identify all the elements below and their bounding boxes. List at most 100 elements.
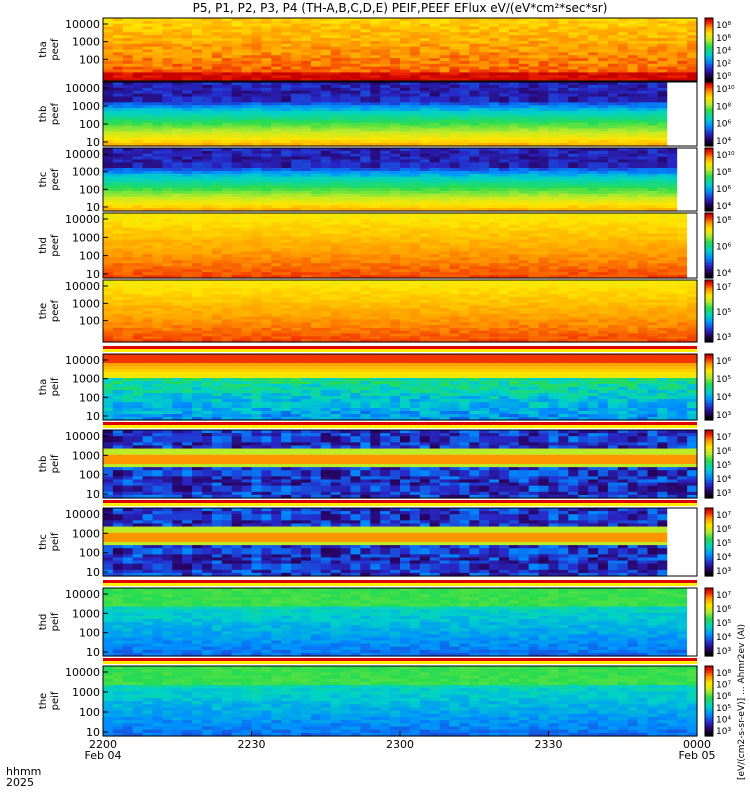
heatmap-cell — [251, 125, 262, 130]
heatmap-cell — [677, 52, 688, 56]
heatmap-cell — [172, 40, 183, 45]
heatmap-cell — [231, 137, 243, 141]
heatmap-cell — [182, 58, 193, 62]
heatmap-cell — [360, 43, 371, 48]
heatmap-cell — [558, 43, 569, 48]
heatmap-cell — [647, 66, 658, 71]
heatmap-cell — [103, 55, 114, 59]
heatmap-cell — [241, 122, 253, 127]
heatmap-cell — [211, 137, 223, 141]
heatmap-cell — [152, 66, 163, 71]
heatmap-cell — [449, 18, 460, 22]
heatmap-cell — [419, 43, 431, 48]
heatmap-cell — [479, 46, 490, 51]
heatmap-cell — [172, 125, 183, 130]
heatmap-cell — [182, 114, 193, 118]
heatmap-cell — [162, 105, 173, 109]
heatmap-cell — [667, 40, 678, 45]
heatmap-cell — [112, 32, 124, 36]
heatmap-cell — [607, 23, 619, 28]
heatmap-cell — [152, 63, 163, 68]
heatmap-cell — [142, 72, 154, 76]
heatmap-cell — [192, 35, 203, 39]
heatmap-cell — [202, 93, 213, 98]
heatmap-cell — [152, 46, 163, 51]
heatmap-cell — [271, 105, 282, 109]
heatmap-cell — [548, 55, 559, 59]
heatmap-cell — [202, 49, 213, 53]
heatmap-cell — [103, 58, 114, 62]
heatmap-cell — [112, 66, 124, 71]
heatmap-cell — [231, 87, 243, 92]
heatmap-cell — [617, 75, 629, 79]
heatmap-cell — [202, 46, 213, 51]
heatmap-cell — [231, 143, 243, 147]
heatmap-cell — [142, 38, 154, 42]
heatmap-cell — [211, 131, 223, 135]
heatmap-cell — [419, 32, 431, 36]
heatmap-cell — [320, 58, 332, 62]
heatmap-cell — [142, 134, 154, 138]
heatmap-cell — [142, 128, 154, 133]
heatmap-cell — [508, 49, 520, 53]
heatmap-cell — [211, 140, 223, 144]
heatmap-cell — [528, 26, 540, 31]
heatmap-cell — [518, 32, 530, 36]
heatmap-cell — [677, 72, 688, 76]
heatmap-cell — [409, 75, 421, 79]
heatmap-cell — [449, 58, 460, 62]
heatmap-cell — [489, 46, 500, 51]
heatmap-cell — [508, 26, 520, 31]
heatmap-cell — [122, 84, 134, 89]
heatmap-cell — [132, 137, 144, 141]
heatmap-cell — [330, 63, 342, 68]
heatmap-cell — [499, 40, 510, 45]
heatmap-cell — [221, 131, 233, 135]
heatmap-cell — [261, 72, 272, 76]
heatmap-cell — [162, 40, 173, 45]
heatmap-cell — [538, 49, 550, 53]
heatmap-cell — [251, 69, 262, 74]
heatmap-cell — [241, 35, 253, 39]
heatmap-cell — [182, 131, 193, 135]
heatmap-cell — [320, 128, 332, 133]
heatmap-cell — [320, 18, 332, 22]
heatmap-cell — [657, 72, 668, 76]
heatmap-cell — [508, 35, 520, 39]
heatmap-cell — [657, 49, 668, 53]
heatmap-cell — [281, 35, 292, 39]
heatmap-cell — [172, 46, 183, 51]
heatmap-cell — [400, 32, 411, 36]
heatmap-cell — [271, 23, 282, 28]
heatmap-cell — [340, 114, 352, 118]
heatmap-cell — [172, 38, 183, 42]
colorbar-step — [705, 39, 713, 42]
heatmap-cell — [132, 82, 144, 86]
heatmap-cell — [291, 134, 302, 138]
heatmap-cell — [261, 20, 272, 25]
heatmap-cell — [320, 102, 332, 106]
colorbar-step — [705, 26, 713, 30]
heatmap-cell — [241, 78, 253, 82]
heatmap-cell — [429, 49, 441, 53]
heatmap-cell — [568, 35, 579, 39]
heatmap-cell — [320, 43, 332, 48]
heatmap-cell — [637, 43, 649, 48]
heatmap-cell — [112, 23, 124, 28]
heatmap-cell — [677, 66, 688, 71]
heatmap-cell — [122, 131, 134, 135]
heatmap-cell — [449, 66, 460, 71]
heatmap-cell — [558, 72, 569, 76]
heatmap-cell — [360, 40, 371, 45]
heatmap-cell — [588, 40, 599, 45]
heatmap-cell — [202, 128, 213, 133]
heatmap-cell — [310, 128, 322, 133]
heatmap-cell — [617, 69, 629, 74]
heatmap-cell — [528, 78, 540, 82]
heatmap-cell — [508, 38, 520, 42]
heatmap-cell — [627, 58, 639, 62]
heatmap-cell — [221, 116, 233, 121]
heatmap-cell — [578, 18, 589, 22]
heatmap-cell — [429, 63, 441, 68]
heatmap-cell — [578, 35, 589, 39]
